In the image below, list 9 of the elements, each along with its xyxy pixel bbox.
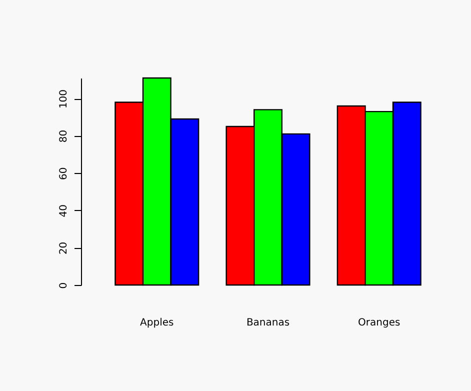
x-tick-label: Apples — [140, 318, 174, 328]
y-tick-label: 20 — [58, 242, 70, 255]
y-tick-label: 0 — [58, 282, 70, 289]
y-tick-label: 80 — [58, 130, 70, 143]
y-tick-label: 100 — [58, 89, 70, 109]
y-tick-label: 60 — [58, 167, 70, 180]
x-tick-label: Bananas — [246, 318, 290, 328]
y-tick-label: 40 — [58, 204, 70, 218]
x-tick-label: Oranges — [358, 318, 400, 328]
